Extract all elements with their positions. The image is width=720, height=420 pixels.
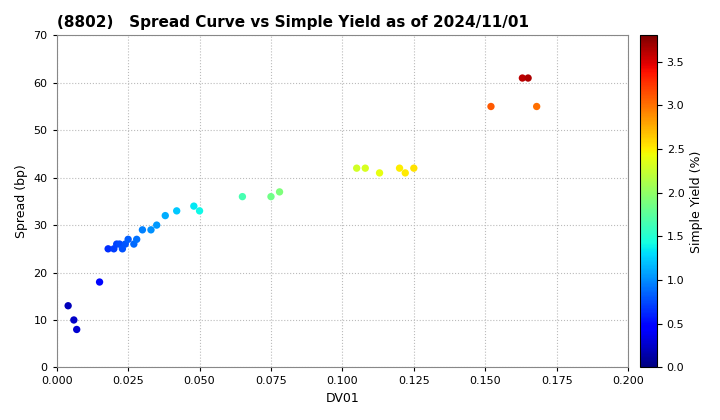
Point <box>274 189 285 195</box>
Point <box>160 212 171 219</box>
Point <box>111 241 122 247</box>
Point <box>394 165 405 171</box>
Point <box>151 222 163 228</box>
Point <box>71 326 83 333</box>
Point <box>131 236 143 243</box>
Point <box>102 245 114 252</box>
Point <box>145 226 157 233</box>
Point <box>188 203 199 210</box>
Point <box>517 75 528 81</box>
Point <box>68 317 80 323</box>
Point <box>485 103 497 110</box>
Point <box>137 226 148 233</box>
Point <box>194 207 205 214</box>
Point <box>351 165 362 171</box>
Point <box>408 165 420 171</box>
Point <box>117 245 128 252</box>
Point <box>122 236 134 243</box>
Point <box>400 170 411 176</box>
Y-axis label: Spread (bp): Spread (bp) <box>15 165 28 238</box>
Point <box>94 278 105 285</box>
Point <box>237 193 248 200</box>
Point <box>120 241 131 247</box>
X-axis label: DV01: DV01 <box>325 392 359 405</box>
Y-axis label: Simple Yield (%): Simple Yield (%) <box>690 150 703 252</box>
Point <box>522 75 534 81</box>
Point <box>108 245 120 252</box>
Text: (8802)   Spread Curve vs Simple Yield as of 2024/11/01: (8802) Spread Curve vs Simple Yield as o… <box>57 15 528 30</box>
Point <box>531 103 542 110</box>
Point <box>359 165 371 171</box>
Point <box>265 193 276 200</box>
Point <box>114 241 125 247</box>
Point <box>374 170 385 176</box>
Point <box>128 241 140 247</box>
Point <box>63 302 74 309</box>
Point <box>171 207 182 214</box>
